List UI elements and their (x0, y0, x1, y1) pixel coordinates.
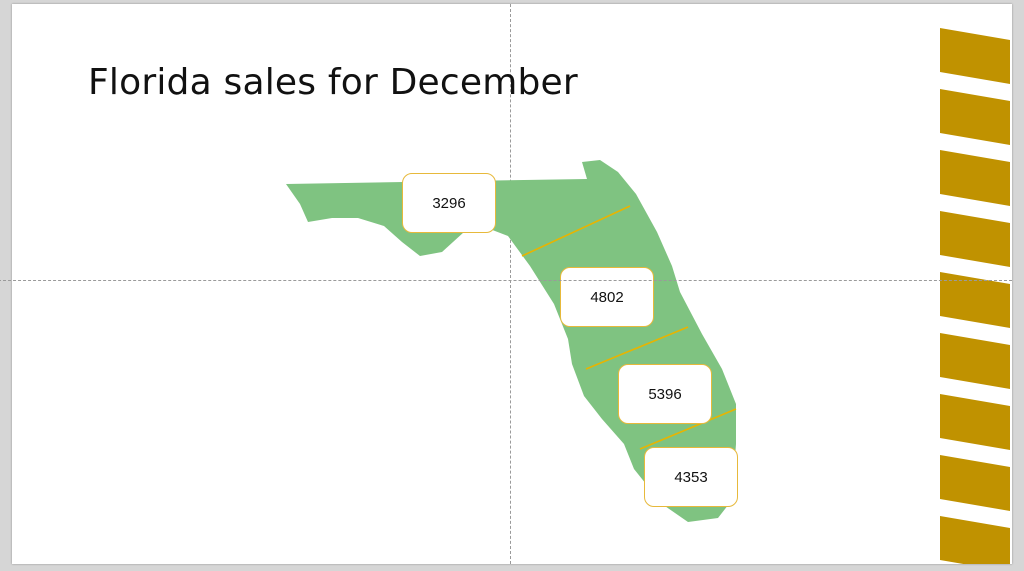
region-value: 4353 (674, 468, 708, 486)
slide-title[interactable]: Florida sales for December (88, 62, 578, 103)
decorative-stripes (940, 28, 1010, 564)
region-value: 4802 (590, 288, 624, 306)
region-value: 3296 (432, 194, 466, 212)
region-value-callout[interactable]: 5396 (618, 364, 712, 424)
region-dividers (521, 205, 737, 450)
florida-shape[interactable] (286, 160, 736, 522)
region-value-callout[interactable]: 3296 (402, 173, 496, 233)
slide-canvas[interactable]: Florida sales for December 3296 4802 539… (12, 4, 1012, 564)
florida-map[interactable] (12, 4, 1012, 564)
region-value-callout[interactable]: 4802 (560, 267, 654, 327)
horizontal-guide-line (0, 280, 1012, 281)
vertical-guide-line (510, 4, 511, 564)
region-value-callout[interactable]: 4353 (644, 447, 738, 507)
region-value: 5396 (648, 385, 682, 403)
